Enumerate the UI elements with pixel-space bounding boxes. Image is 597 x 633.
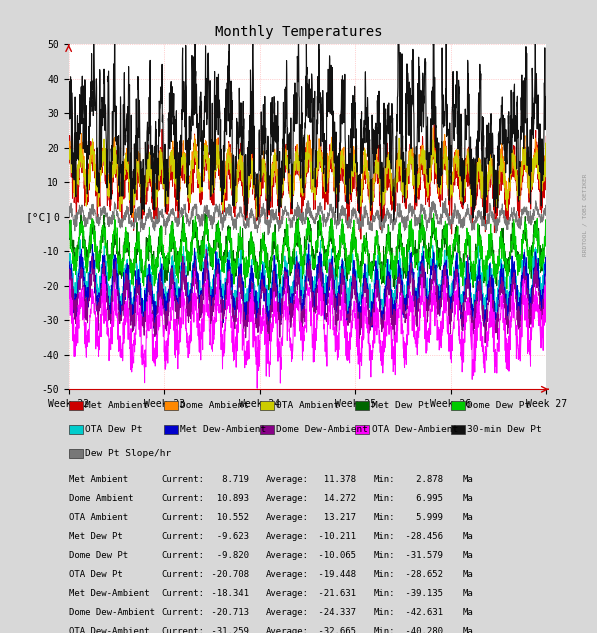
Text: -28.456: -28.456 xyxy=(400,532,443,541)
Text: Min:: Min: xyxy=(373,551,395,560)
Text: Dome Ambient: Dome Ambient xyxy=(69,494,133,503)
Text: OTA Ambient: OTA Ambient xyxy=(276,401,339,410)
Text: OTA Dew-Ambient: OTA Dew-Ambient xyxy=(69,627,149,633)
Text: Met Dew-Ambient: Met Dew-Ambient xyxy=(69,589,149,598)
Text: Current:: Current: xyxy=(161,494,204,503)
Text: Dome Ambient: Dome Ambient xyxy=(180,401,250,410)
Text: -21.631: -21.631 xyxy=(313,589,356,598)
Text: OTA Dew-Ambient: OTA Dew-Ambient xyxy=(371,425,458,434)
Text: 10.893: 10.893 xyxy=(206,494,249,503)
Text: -40.280: -40.280 xyxy=(400,627,443,633)
Text: -10.211: -10.211 xyxy=(313,532,356,541)
Text: Average:: Average: xyxy=(266,532,309,541)
Text: Average:: Average: xyxy=(266,589,309,598)
Text: Min:: Min: xyxy=(373,513,395,522)
Text: 11.378: 11.378 xyxy=(313,475,356,484)
Text: Min:: Min: xyxy=(373,570,395,579)
Text: Met Dew-Ambient: Met Dew-Ambient xyxy=(180,425,267,434)
Text: 2.878: 2.878 xyxy=(400,475,443,484)
Text: 6.995: 6.995 xyxy=(400,494,443,503)
Text: 14.272: 14.272 xyxy=(313,494,356,503)
Text: Current:: Current: xyxy=(161,532,204,541)
Text: 30-min Dew Pt: 30-min Dew Pt xyxy=(467,425,542,434)
Text: -42.631: -42.631 xyxy=(400,608,443,617)
Text: Average:: Average: xyxy=(266,608,309,617)
Text: Ma: Ma xyxy=(463,475,473,484)
Text: Average:: Average: xyxy=(266,494,309,503)
Text: 8.719: 8.719 xyxy=(206,475,249,484)
Text: Average:: Average: xyxy=(266,475,309,484)
Text: Dome Dew Pt: Dome Dew Pt xyxy=(69,551,128,560)
Text: Monthly Temperatures: Monthly Temperatures xyxy=(215,25,382,39)
Text: OTA Dew Pt: OTA Dew Pt xyxy=(85,425,143,434)
Text: -39.135: -39.135 xyxy=(400,589,443,598)
Text: Ma: Ma xyxy=(463,589,473,598)
Text: OTA Dew Pt: OTA Dew Pt xyxy=(69,570,122,579)
Text: Met Ambient: Met Ambient xyxy=(85,401,148,410)
Text: Ma: Ma xyxy=(463,532,473,541)
Text: -9.820: -9.820 xyxy=(206,551,249,560)
Text: 10.552: 10.552 xyxy=(206,513,249,522)
Text: Current:: Current: xyxy=(161,627,204,633)
Text: Ma: Ma xyxy=(463,608,473,617)
Text: Current:: Current: xyxy=(161,475,204,484)
Text: Ma: Ma xyxy=(463,570,473,579)
Text: Current:: Current: xyxy=(161,551,204,560)
Text: -19.448: -19.448 xyxy=(313,570,356,579)
Text: Ma: Ma xyxy=(463,627,473,633)
Text: -32.665: -32.665 xyxy=(313,627,356,633)
Text: -9.623: -9.623 xyxy=(206,532,249,541)
Text: Current:: Current: xyxy=(161,589,204,598)
Text: 13.217: 13.217 xyxy=(313,513,356,522)
Text: Average:: Average: xyxy=(266,513,309,522)
Text: -28.652: -28.652 xyxy=(400,570,443,579)
Text: Average:: Average: xyxy=(266,570,309,579)
Text: 5.999: 5.999 xyxy=(400,513,443,522)
Text: Dome Dew-Ambient: Dome Dew-Ambient xyxy=(276,425,368,434)
Text: -10.065: -10.065 xyxy=(313,551,356,560)
Text: Ma: Ma xyxy=(463,513,473,522)
Text: Average:: Average: xyxy=(266,627,309,633)
Text: Ma: Ma xyxy=(463,494,473,503)
Text: -24.337: -24.337 xyxy=(313,608,356,617)
Text: Current:: Current: xyxy=(161,608,204,617)
Text: Average:: Average: xyxy=(266,551,309,560)
Text: Dome Dew-Ambient: Dome Dew-Ambient xyxy=(69,608,155,617)
Text: -20.708: -20.708 xyxy=(206,570,249,579)
Text: Ma: Ma xyxy=(463,551,473,560)
Text: Dome Dew Pt: Dome Dew Pt xyxy=(467,401,530,410)
Text: -18.341: -18.341 xyxy=(206,589,249,598)
Text: Met Ambient: Met Ambient xyxy=(69,475,128,484)
Text: Met Dew Pt: Met Dew Pt xyxy=(69,532,122,541)
Text: Min:: Min: xyxy=(373,532,395,541)
Text: RRDTOOL / TOBI OETIKER: RRDTOOL / TOBI OETIKER xyxy=(583,174,587,256)
Text: Min:: Min: xyxy=(373,589,395,598)
Text: Met Dew Pt: Met Dew Pt xyxy=(371,401,429,410)
Text: Min:: Min: xyxy=(373,627,395,633)
Y-axis label: [°C]: [°C] xyxy=(25,212,52,222)
Text: Current:: Current: xyxy=(161,513,204,522)
Text: -31.259: -31.259 xyxy=(206,627,249,633)
Text: Min:: Min: xyxy=(373,475,395,484)
Text: Dew Pt Slope/hr: Dew Pt Slope/hr xyxy=(85,449,171,458)
Text: Min:: Min: xyxy=(373,494,395,503)
Text: OTA Ambient: OTA Ambient xyxy=(69,513,128,522)
Text: -20.713: -20.713 xyxy=(206,608,249,617)
Text: -31.579: -31.579 xyxy=(400,551,443,560)
Text: Current:: Current: xyxy=(161,570,204,579)
Text: Min:: Min: xyxy=(373,608,395,617)
